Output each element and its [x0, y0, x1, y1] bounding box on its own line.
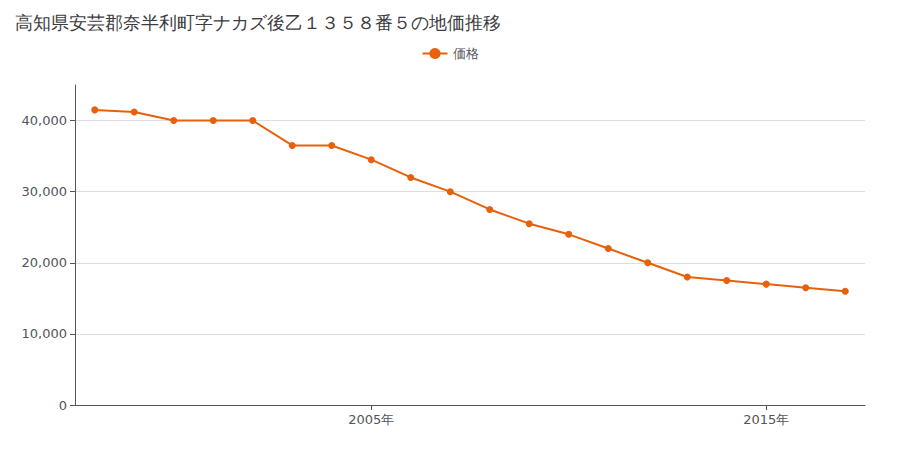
svg-text:価格: 価格 [453, 46, 479, 61]
svg-text:40,000: 40,000 [22, 113, 68, 128]
svg-text:2015年: 2015年 [743, 412, 789, 427]
svg-text:高知県安芸郡奈半利町字ナカズ後乙１３５８番５の地価推移: 高知県安芸郡奈半利町字ナカズ後乙１３５８番５の地価推移 [15, 12, 501, 33]
svg-text:2005年: 2005年 [348, 412, 394, 427]
svg-text:30,000: 30,000 [22, 184, 68, 199]
svg-text:10,000: 10,000 [22, 326, 68, 341]
svg-text:20,000: 20,000 [22, 255, 68, 270]
svg-text:0: 0 [59, 398, 67, 413]
